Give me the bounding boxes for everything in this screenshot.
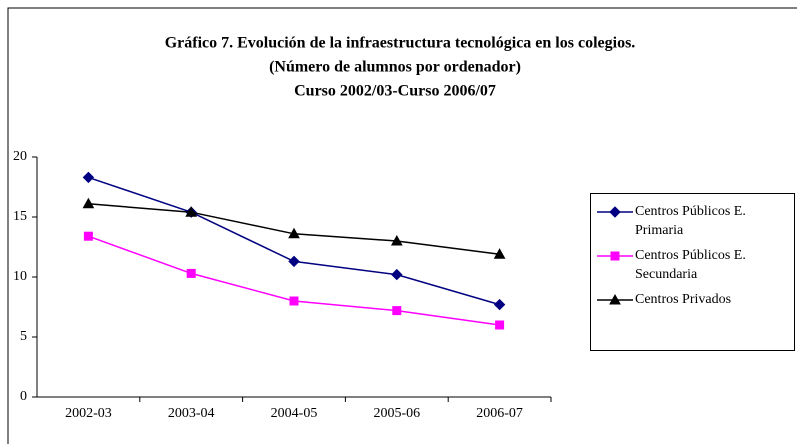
marker (495, 320, 505, 330)
legend-label: Centros Públicos E. Primaria (635, 204, 746, 238)
marker (609, 293, 621, 305)
marker (82, 171, 95, 184)
legend-label: Centros Públicos E. Secundaria (635, 248, 746, 282)
marker (186, 268, 196, 278)
y-tick-label: 15 (13, 209, 27, 224)
legend-label: Centros Privados (635, 292, 732, 307)
x-tick-label: 2002-03 (65, 406, 112, 421)
marker (390, 234, 403, 246)
y-tick-label: 5 (20, 329, 27, 344)
chart-title: Curso 2002/03-Curso 2006/07 (294, 83, 496, 100)
marker (392, 306, 402, 316)
y-tick-label: 20 (13, 149, 27, 164)
y-tick-label: 0 (20, 389, 27, 404)
x-tick-label: 2003-04 (168, 406, 215, 421)
legend-item: Centros Públicos E. Secundaria (595, 246, 790, 284)
marker (391, 268, 403, 281)
marker (83, 231, 93, 241)
y-tick-label: 10 (13, 269, 27, 284)
marker (288, 227, 300, 239)
legend-item: Centros Privados (595, 290, 790, 309)
legend-swatch (597, 293, 633, 305)
marker (289, 296, 299, 306)
x-tick-label: 2004-05 (271, 406, 318, 421)
x-tick-label: 2005-06 (373, 406, 420, 421)
marker (493, 298, 506, 311)
legend-item: Centros Públicos E. Primaria (595, 202, 790, 240)
series-line (88, 176, 500, 306)
legend-swatch (597, 251, 633, 261)
chart-title: Gráfico 7. Evolución de la infraestructu… (165, 35, 636, 52)
chart-frame (7, 7, 797, 444)
legend-swatch (597, 206, 633, 218)
marker (82, 197, 95, 209)
series-line (88, 235, 500, 326)
marker (493, 248, 506, 259)
marker (609, 206, 621, 218)
marker (288, 255, 300, 268)
x-tick-label: 2006-07 (476, 406, 523, 421)
chart-title: (Número de alumnos por ordenador) (269, 59, 521, 76)
legend: Centros Públicos E. Primaria Centros Públ… (590, 193, 795, 351)
marker (610, 251, 620, 261)
marker (185, 206, 198, 217)
